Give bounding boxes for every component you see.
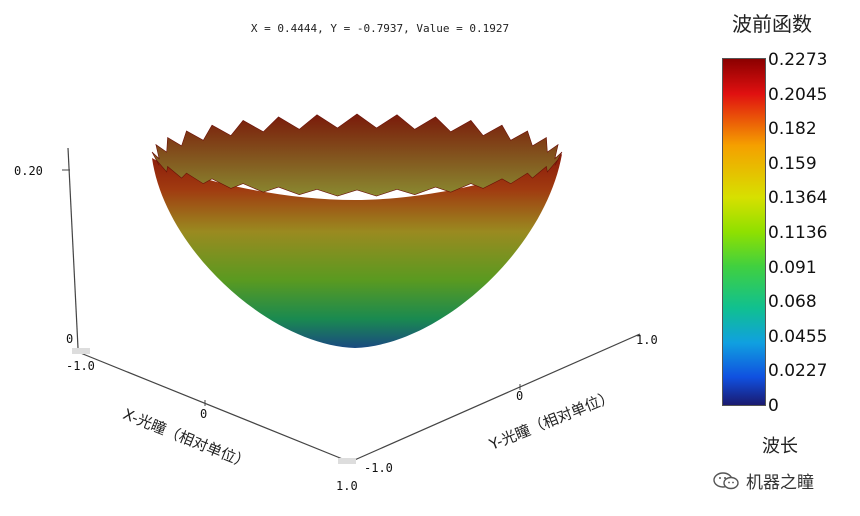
- colorbar-title: 波前函数: [732, 12, 812, 36]
- surface-rim: [151, 113, 563, 197]
- colorbar-gradient: [722, 58, 766, 406]
- colorbar-tick: 0.1364: [768, 188, 828, 209]
- colorbar-tick: 0.159: [768, 153, 817, 174]
- colorbar-tick: 0.2273: [768, 50, 828, 70]
- colorbar-tick: 0.0227: [768, 361, 828, 382]
- y-tick-pos1: 1.0: [636, 333, 658, 347]
- y-tick-neg1: -1.0: [364, 461, 393, 475]
- colorbar-tick: 0.1136: [768, 223, 828, 243]
- surface-plot[interactable]: 0.20 0 -1.0 0 1.0 -1.0 0 1.0 X-光瞳（相对单位） …: [0, 0, 700, 516]
- y-tick-0: 0: [516, 389, 523, 403]
- axis-corner-left: [72, 348, 90, 354]
- colorbar-tick: 0.0455: [768, 326, 828, 347]
- colorbar-tick: 0.068: [768, 292, 817, 313]
- y-axis-label: Y-光瞳（相对单位）: [486, 387, 617, 454]
- cursor-readout: X = 0.4444, Y = -0.7937, Value = 0.1927: [250, 22, 510, 35]
- colorbar-tick: 0.091: [768, 257, 817, 278]
- colorbar-tick: 0: [768, 396, 779, 416]
- watermark: 机器之瞳: [712, 468, 814, 493]
- x-tick-0: 0: [200, 407, 207, 421]
- x-tick-neg1: -1.0: [66, 359, 95, 373]
- y-axis-line: [349, 333, 641, 463]
- surface-outer: [152, 154, 562, 348]
- z-axis-line: [67, 147, 79, 349]
- wechat-icon: [713, 471, 739, 489]
- colorbar-tick: 0.182: [768, 119, 817, 140]
- x-axis-line: [77, 351, 351, 463]
- colorbar-tick: 0.2045: [768, 84, 828, 105]
- x-tick-pos1: 1.0: [336, 479, 358, 493]
- watermark-text: 机器之瞳: [746, 473, 814, 493]
- colorbar-unit: 波长: [762, 436, 798, 457]
- z-tick-0: 0: [66, 332, 73, 346]
- axis-corner-front: [338, 458, 356, 464]
- z-tick-020: 0.20: [14, 164, 43, 178]
